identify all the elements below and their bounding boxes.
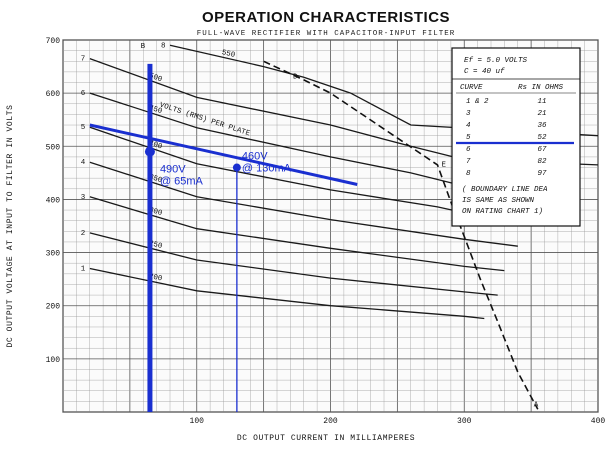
chart-title: OPERATION CHARACTERISTICS xyxy=(202,9,450,26)
y-tick-label: 500 xyxy=(46,143,61,152)
legend-row-curve: 6 xyxy=(466,146,471,154)
boundary-point-label: E xyxy=(442,161,447,169)
legend: Ef = 5.0 VOLTS C = 40 uf CURVE Rs IN OHMS 1 … xyxy=(451,47,581,227)
annotation-130ma-voltage: 460V xyxy=(242,151,268,163)
curve-number-6: 6 xyxy=(81,90,86,98)
legend-row-curve: 1 & 2 xyxy=(466,98,489,106)
highlight-line xyxy=(89,123,358,186)
legend-box xyxy=(451,47,581,227)
curve-3 xyxy=(89,196,505,272)
boundary-point-label: D xyxy=(293,73,298,81)
legend-row-rs: 36 xyxy=(537,122,547,130)
curve-rms-3: 300 xyxy=(148,207,164,219)
curve-number-1: 1 xyxy=(81,266,86,274)
curve-8 xyxy=(169,44,599,137)
curve-rms-4: 350 xyxy=(148,173,164,185)
legend-row-curve: 8 xyxy=(466,170,471,178)
curve-number-8: 8 xyxy=(161,42,166,50)
annotation-65ma-voltage: 490V xyxy=(160,164,186,176)
legend-col-rs: Rs IN OHMS xyxy=(518,84,564,92)
boundary-point-label: A xyxy=(534,402,539,410)
legend-note: ON RATING CHART 1) xyxy=(462,208,543,216)
highlight-group: 490V@ 65mA 460V@ 130mA xyxy=(89,63,358,412)
y-tick-label: 600 xyxy=(46,90,61,99)
legend-row-rs: 67 xyxy=(537,146,547,154)
legend-note: IS SAME AS SHOWN xyxy=(462,197,535,205)
y-tick-label: 300 xyxy=(46,250,61,259)
chart-subtitle: FULL-WAVE RECTIFIER WITH CAPACITOR-INPUT… xyxy=(197,30,456,38)
annotation-65ma-current: @ 65mA xyxy=(160,176,204,188)
legend-note: ( BOUNDARY LINE DEA xyxy=(462,186,548,194)
label-b: B xyxy=(141,43,146,51)
legend-row-rs: 11 xyxy=(537,98,546,106)
y-tick-label: 700 xyxy=(46,37,61,46)
legend-row-curve: 5 xyxy=(466,134,471,142)
legend-row-rs: 52 xyxy=(537,134,547,142)
curve-number-2: 2 xyxy=(81,230,86,238)
curve-rms-8: 550 xyxy=(221,49,236,60)
legend-row-rs: 82 xyxy=(537,158,547,166)
legend-row-curve: 3 xyxy=(466,110,471,118)
curve-number-7: 7 xyxy=(81,56,86,64)
curve-number-3: 3 xyxy=(81,194,86,202)
x-axis-label: DC OUTPUT CURRENT IN MILLIAMPERES xyxy=(237,434,415,443)
y-tick-label: 100 xyxy=(46,356,61,365)
boundary-line: D E A xyxy=(263,60,539,410)
x-tick-label: 400 xyxy=(591,417,606,426)
legend-row-curve: 7 xyxy=(466,158,471,166)
legend-row-rs: 21 xyxy=(537,110,546,118)
curve-rms-2: 250 xyxy=(148,240,164,251)
legend-row-rs: 97 xyxy=(537,170,547,178)
axis-ticks: 100 200 300 400 100 200 300 400 500 600 700 xyxy=(46,37,606,426)
curve-number-4: 4 xyxy=(81,159,86,167)
x-tick-label: 200 xyxy=(323,417,338,426)
y-axis-label: DC OUTPUT VOLTAGE AT INPUT TO FILTER IN … xyxy=(6,104,15,347)
point-65ma xyxy=(144,146,155,157)
curve-rms-6: 450 xyxy=(148,104,164,116)
curve-4 xyxy=(89,161,518,247)
x-tick-label: 100 xyxy=(190,417,205,426)
legend-row-curve: 4 xyxy=(466,122,471,130)
annotation-130ma-current: @ 130mA xyxy=(242,163,292,175)
legend-param: Ef = 5.0 VOLTS xyxy=(464,57,528,65)
curve-number-5: 5 xyxy=(81,124,86,132)
legend-param: C = 40 uf xyxy=(464,68,505,76)
point-130ma xyxy=(232,163,241,172)
y-tick-label: 400 xyxy=(46,196,61,205)
legend-col-curve: CURVE xyxy=(460,84,483,92)
curve-1 xyxy=(89,267,485,320)
x-tick-label: 300 xyxy=(457,417,472,426)
y-tick-label: 200 xyxy=(46,303,61,312)
curve-rms-1: 200 xyxy=(148,273,163,284)
curve-2 xyxy=(89,232,498,296)
boundary-dashed xyxy=(263,60,539,410)
